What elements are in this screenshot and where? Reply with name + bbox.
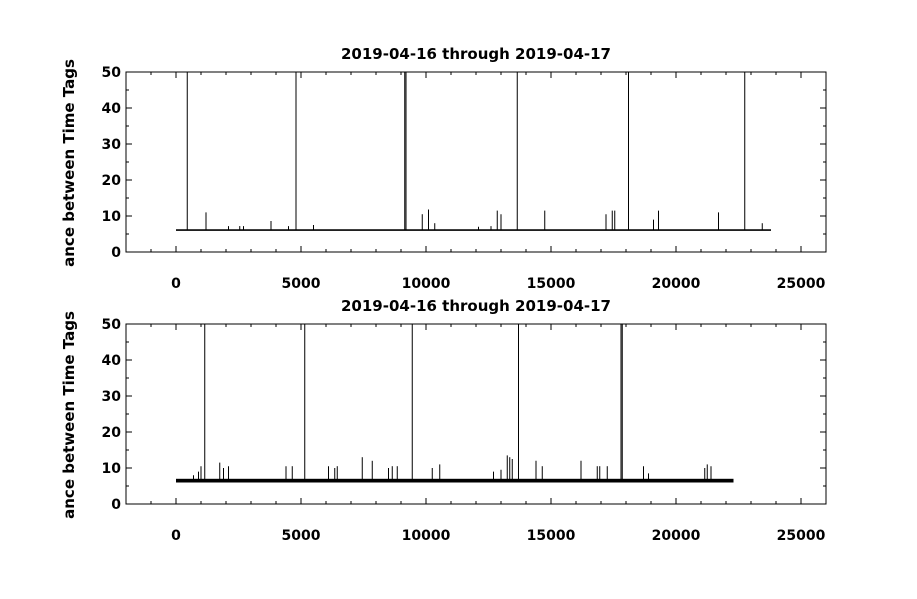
x-tick-label: 10000 xyxy=(402,276,451,292)
x-tick-label: 20000 xyxy=(652,528,701,544)
y-tick-label: 30 xyxy=(102,137,122,153)
chart-title: 2019-04-16 through 2019-04-17 xyxy=(341,297,611,315)
x-tick-label: 25000 xyxy=(777,528,826,544)
x-tick-label: 20000 xyxy=(652,276,701,292)
chart-title: 2019-04-16 through 2019-04-17 xyxy=(341,45,611,63)
y-tick-label: 0 xyxy=(111,497,121,513)
x-tick-label: 0 xyxy=(171,276,181,292)
x-tick-label: 25000 xyxy=(777,276,826,292)
x-tick-label: 0 xyxy=(171,528,181,544)
y-tick-label: 40 xyxy=(102,101,122,117)
y-tick-label: 40 xyxy=(102,353,122,369)
x-tick-label: 5000 xyxy=(282,276,321,292)
y-tick-label: 10 xyxy=(102,209,122,225)
y-tick-label: 30 xyxy=(102,389,122,405)
y-tick-label: 20 xyxy=(102,173,122,189)
y-tick-label: 50 xyxy=(102,65,122,81)
y-tick-label: 50 xyxy=(102,317,122,333)
y-tick-label: 10 xyxy=(102,461,122,477)
x-tick-label: 10000 xyxy=(402,528,451,544)
x-tick-label: 5000 xyxy=(282,528,321,544)
x-tick-label: 15000 xyxy=(527,528,576,544)
y-tick-label: 20 xyxy=(102,425,122,441)
y-axis-label: ance between Time Tags xyxy=(60,59,78,267)
y-axis-label: ance between Time Tags xyxy=(60,311,78,519)
chart-panel-bottom: 2019-04-16 through 2019-04-17 ance betwe… xyxy=(60,297,827,544)
chart-panel-top: 2019-04-16 through 2019-04-17 ance betwe… xyxy=(60,45,827,292)
x-tick-label: 15000 xyxy=(527,276,576,292)
y-tick-label: 0 xyxy=(111,245,121,261)
noise-band xyxy=(176,478,734,482)
